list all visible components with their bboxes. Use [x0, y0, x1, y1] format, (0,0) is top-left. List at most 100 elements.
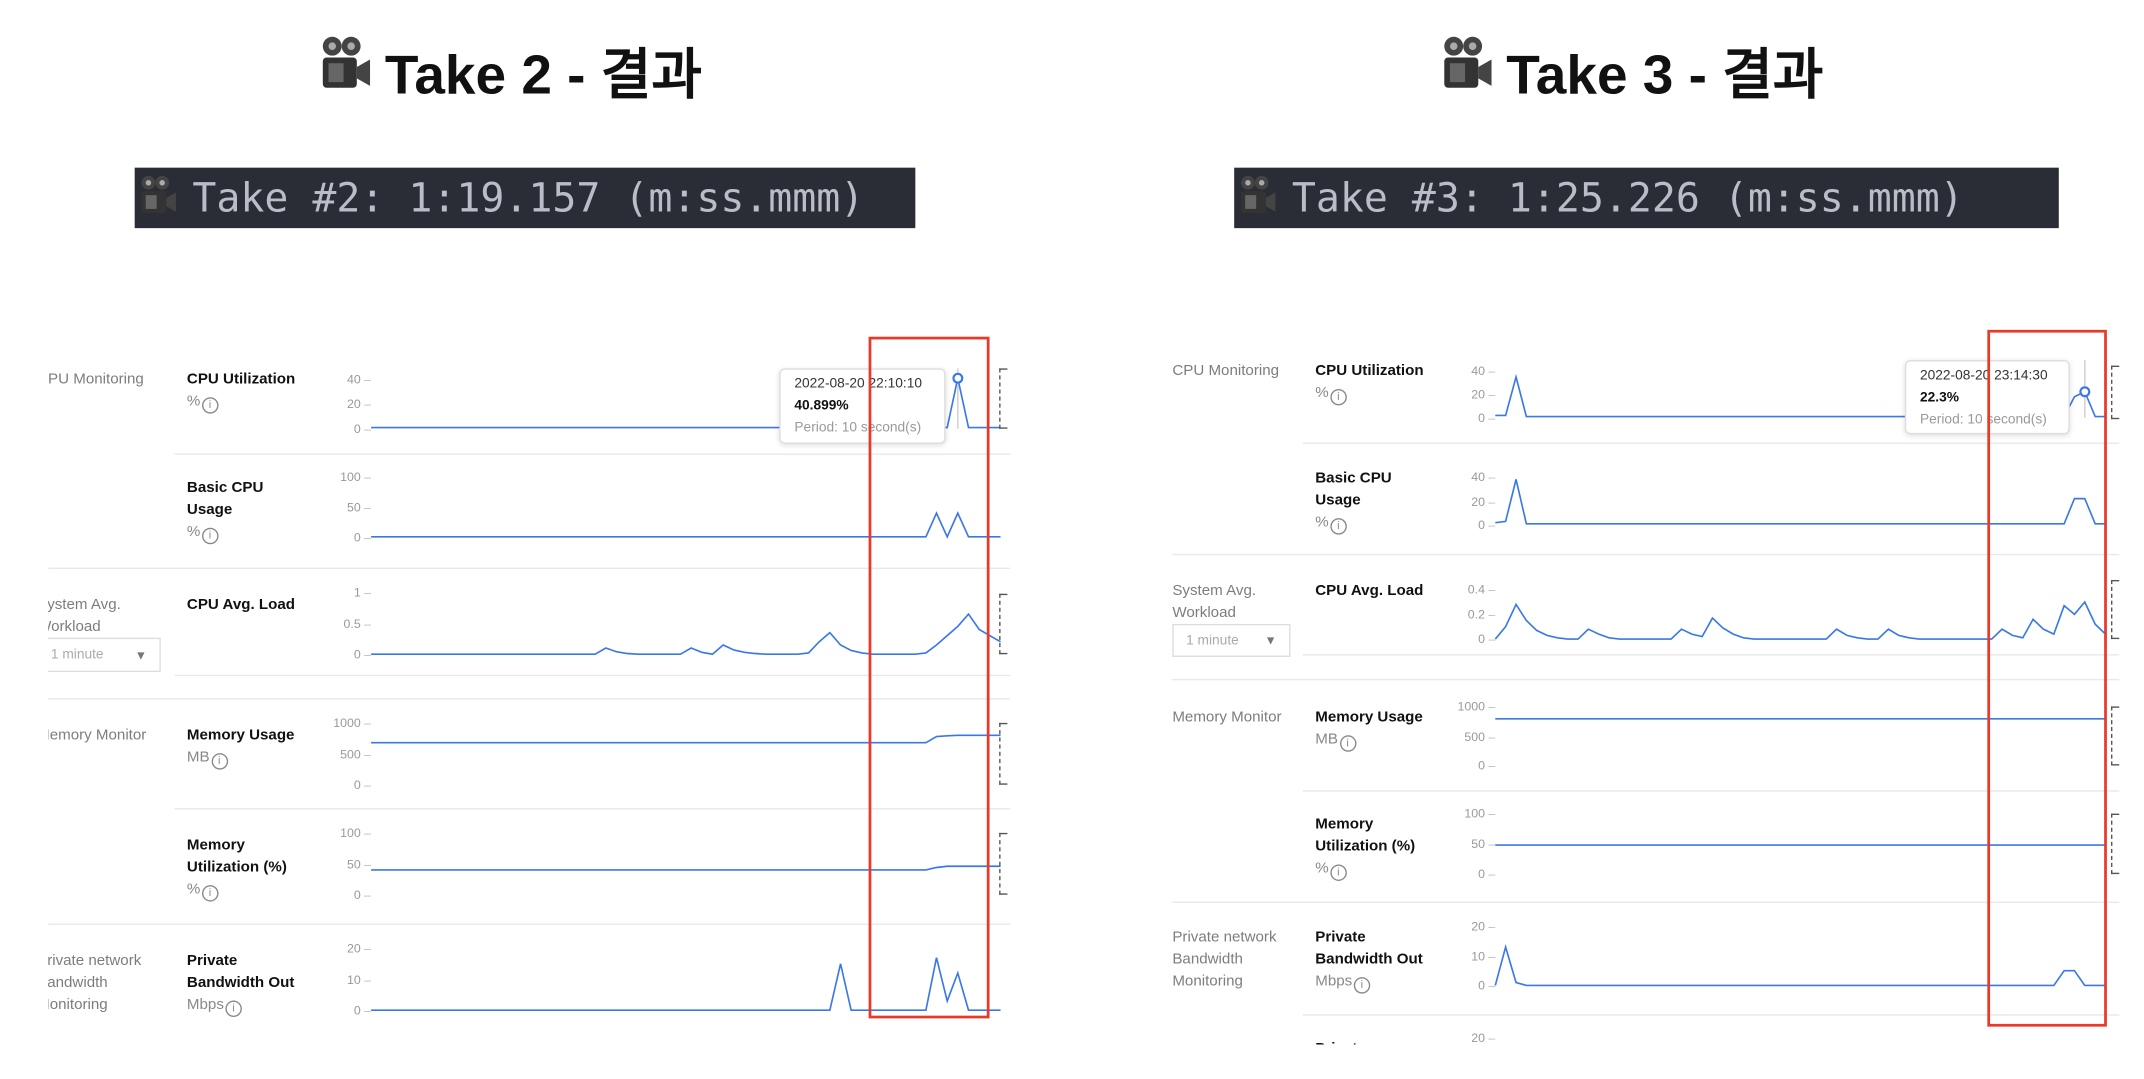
row-divider	[174, 453, 1011, 455]
section-title-text: Take 3 - 결과	[1506, 45, 1824, 106]
y-tick-label: 40	[316, 372, 371, 386]
movie-camera-icon	[1435, 33, 1495, 107]
next-chart-edge	[999, 368, 1008, 429]
series-line	[371, 612, 1001, 656]
tooltip-period: Period: 10 second(s)	[794, 420, 922, 436]
caret-down-icon: ▼	[1264, 633, 1277, 648]
row-divider	[1302, 654, 2120, 656]
dropdown-value: 1 minute	[1186, 632, 1239, 649]
series-line	[371, 957, 1001, 1011]
info-circle-icon[interactable]: i	[201, 885, 219, 902]
group-label: Private network Bandwidth Monitoring	[1172, 929, 1277, 990]
series-line	[371, 865, 1001, 871]
chart-title-text: CPU Avg. Load	[186, 596, 295, 613]
chart-title: Basic CPU Usage% i	[1315, 467, 1430, 535]
unit-text: %	[186, 880, 201, 898]
row-divider	[48, 923, 1011, 925]
section-title-text: Take 2 - 결과	[384, 45, 702, 106]
movie-camera-icon	[135, 172, 179, 223]
line-chart[interactable]	[1494, 590, 2107, 640]
row-divider	[48, 567, 1011, 569]
y-tick-label: 1000	[1440, 700, 1495, 714]
y-tick-label: 0	[1440, 979, 1495, 993]
chart-tooltip: 2022-08-20 22:10:10 40.899% Period: 10 sec…	[779, 368, 946, 444]
timing-banner: Take #3: 1:25.226 (m:ss.mmm)	[1234, 167, 2059, 229]
y-tick-label: 0	[316, 1003, 371, 1017]
y-tick-label: 0	[1440, 759, 1495, 773]
y-tick-label: 50	[1440, 837, 1495, 851]
series-line	[1494, 600, 2107, 640]
y-tick-label: 20	[1440, 388, 1495, 402]
info-circle-icon[interactable]: i	[201, 397, 219, 414]
group-label: System Avg. Workload	[48, 596, 121, 635]
unit-text: %	[1315, 384, 1329, 402]
section-title: Take 3 - 결과	[1435, 30, 1824, 110]
row-divider	[1302, 790, 2120, 792]
info-circle-icon[interactable]: i	[1339, 735, 1356, 752]
row-divider	[48, 698, 1011, 700]
y-tick-label: 100	[1440, 807, 1495, 821]
series-line	[1495, 479, 2106, 525]
y-tick-label: 20	[316, 941, 371, 955]
chart-title: Basic CPU Usage% i	[186, 477, 302, 545]
group-label: System Avg. Workload	[1172, 582, 1257, 622]
chart-title-text: CPU Utilization	[186, 371, 296, 388]
line-chart[interactable]	[1495, 814, 2106, 874]
period-dropdown[interactable]: 1 minute ▼	[1172, 623, 1291, 657]
unit-text: %	[1315, 514, 1329, 531]
line-chart[interactable]	[371, 723, 1001, 785]
y-tick-label: 0	[1440, 632, 1495, 646]
chart-title-text: Private	[1315, 1040, 1365, 1044]
line-chart[interactable]	[371, 833, 1001, 895]
group-label: CPU Monitoring	[48, 371, 144, 388]
tooltip-value: 40.899%	[794, 398, 849, 414]
tooltip-period: Period: 10 second(s)	[1919, 412, 2047, 428]
info-circle-icon[interactable]: i	[1330, 518, 1347, 535]
chart-title-text: Memory Usage	[1315, 709, 1423, 726]
line-chart[interactable]	[371, 477, 1001, 539]
group-label: Memory Monitor	[48, 727, 147, 744]
line-chart[interactable]	[1495, 706, 2106, 765]
line-chart[interactable]	[1495, 477, 2106, 525]
info-circle-icon[interactable]: i	[1330, 864, 1347, 881]
row-divider	[1172, 553, 2120, 556]
next-chart-edge	[999, 593, 1008, 655]
chart-unit: % i	[186, 521, 302, 545]
chart-unit: Mbps i	[187, 994, 302, 1018]
row-divider	[174, 674, 1011, 677]
line-chart[interactable]	[371, 592, 1001, 656]
chart-title-text: Basic CPU Usage	[186, 479, 264, 519]
unit-text: MB	[186, 749, 210, 766]
line-chart[interactable]	[371, 948, 1001, 1011]
chart-unit: % i	[1315, 382, 1430, 406]
row-divider	[1172, 678, 2120, 681]
y-tick-label: 100	[316, 470, 371, 484]
monitoring-dashboard: CPU Monitoring System Avg. Workload Memory…	[1165, 330, 2127, 1045]
line-chart[interactable]	[1494, 926, 2106, 987]
unit-text: %	[186, 523, 201, 541]
period-dropdown[interactable]: 1 minute ▼	[48, 637, 161, 673]
info-circle-icon[interactable]: i	[201, 527, 219, 545]
timing-banner: Take #2: 1:19.157 (m:ss.mmm)	[134, 167, 916, 229]
chart-title: CPU Avg. Load	[1315, 580, 1430, 602]
next-chart-edge	[999, 722, 1008, 785]
y-tick-label: 20	[316, 397, 371, 411]
chart-title-text: Memory Utilization (%)	[1315, 816, 1416, 855]
chart-unit: MB i	[1315, 728, 1430, 752]
y-tick-label: 50	[316, 857, 371, 871]
highlight-box	[868, 336, 990, 1019]
chart-title: Memory Utilization (%)% i	[1315, 814, 1430, 881]
next-chart-edge	[999, 832, 1008, 895]
chart-title-text: Memory Usage	[186, 727, 295, 744]
info-circle-icon[interactable]: i	[210, 753, 228, 770]
info-circle-icon[interactable]: i	[1330, 388, 1347, 406]
info-circle-icon[interactable]: i	[225, 1000, 242, 1018]
y-tick-label: 0	[1440, 411, 1495, 425]
tooltip-time: 2022-08-20 22:10:10	[794, 376, 923, 392]
y-tick-label: 1000	[316, 716, 371, 730]
chart-title-text: Basic CPU Usage	[1315, 470, 1392, 509]
chart-title: Private Bandwidth Out Mbps i	[187, 950, 302, 1018]
info-circle-icon[interactable]: i	[1353, 977, 1371, 994]
chart-title-text: Memory Utilization (%)	[186, 836, 287, 876]
chart-title: Memory Usage MB i	[186, 724, 302, 770]
